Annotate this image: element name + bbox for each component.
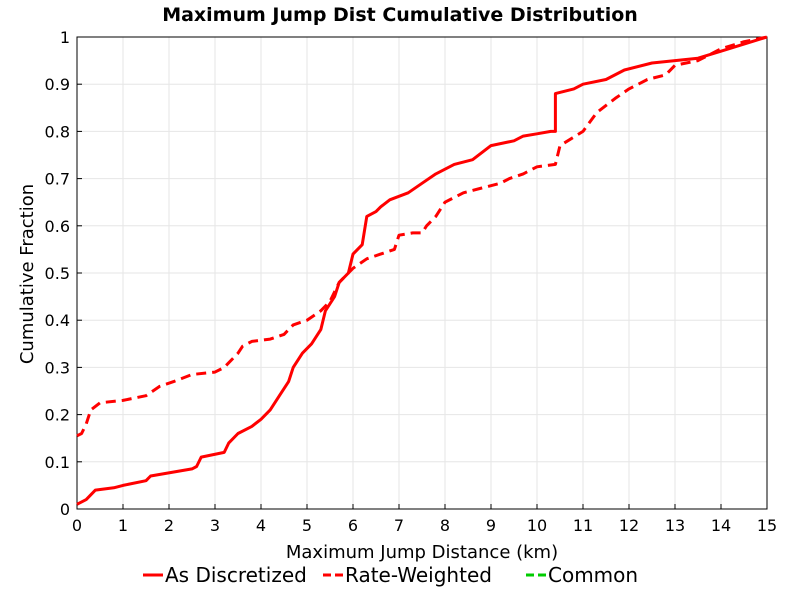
series-line-1 [76,35,768,438]
x-tick-label: 14 [711,516,731,535]
x-tick-label: 13 [665,516,685,535]
y-tick-label: 0.8 [45,122,70,141]
x-tick-label: 9 [486,516,496,535]
y-tick-label: 0.4 [45,311,70,330]
x-tick-label: 0 [72,516,82,535]
legend-label-2: Common [548,563,638,587]
y-tick-label: 0.2 [45,406,70,425]
y-tick-label: 0.9 [45,75,70,94]
x-tick-label: 2 [164,516,174,535]
x-tick-label: 15 [757,516,777,535]
x-tick-label: 3 [210,516,220,535]
x-tick-label: 7 [394,516,404,535]
y-axis-label: Cumulative Fraction [17,184,38,364]
chart-title: Maximum Jump Dist Cumulative Distributio… [162,4,638,26]
legend-label-0: As Discretized [165,563,307,587]
y-tick-label: 0.6 [45,217,70,236]
x-tick-label: 8 [440,516,450,535]
x-axis-label: Maximum Jump Distance (km) [286,542,558,563]
x-tick-label: 6 [348,516,358,535]
y-tick-label: 0.7 [45,170,70,189]
x-tick-label: 1 [118,516,128,535]
y-tick-label: 0.1 [45,453,70,472]
x-tick-label: 11 [573,516,593,535]
y-tick-label: 1 [60,28,70,47]
y-tick-label: 0 [60,500,70,519]
x-tick-label: 10 [527,516,547,535]
x-tick-label: 5 [302,516,312,535]
series-line-0 [76,35,768,506]
legend: As Discretized Rate-Weighted Common [143,563,638,587]
legend-label-1: Rate-Weighted [345,563,492,587]
y-tick-label: 0.3 [45,358,70,377]
x-tick-label: 4 [256,516,266,535]
y-tick-label: 0.5 [45,264,70,283]
x-tick-label: 12 [619,516,639,535]
